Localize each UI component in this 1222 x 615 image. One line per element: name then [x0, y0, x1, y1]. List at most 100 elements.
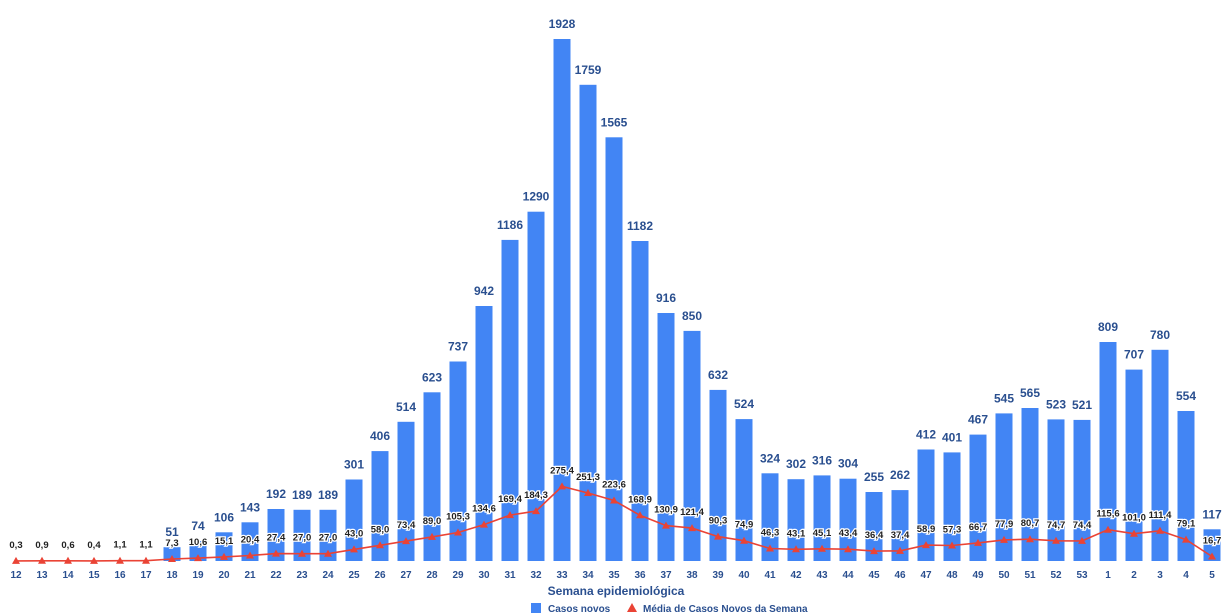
- bar-value-label: 1928: [549, 17, 576, 31]
- average-point: [116, 556, 124, 564]
- average-value-label: 184,3: [524, 490, 548, 501]
- x-tick-label: 1: [1105, 570, 1111, 581]
- x-tick-label: 5: [1209, 570, 1215, 581]
- x-tick-label: 44: [842, 570, 854, 581]
- bar-value-label: 192: [266, 487, 286, 501]
- bar-value-label: 255: [864, 470, 884, 484]
- average-point: [662, 521, 670, 529]
- bar-value-label: 1759: [575, 63, 602, 77]
- legend-label-line: Média de Casos Novos da Semana: [643, 604, 808, 615]
- bar: [813, 475, 831, 561]
- bar: [475, 306, 493, 561]
- average-value-label: 251,3: [576, 472, 600, 483]
- average-point: [584, 489, 592, 496]
- average-point: [194, 554, 202, 562]
- bar-value-label: 189: [318, 488, 338, 502]
- x-tick-label: 37: [660, 570, 672, 581]
- bar: [215, 532, 233, 561]
- average-value-label: 43,1: [787, 528, 806, 539]
- average-point: [142, 556, 150, 564]
- bar: [917, 449, 935, 561]
- average-value-label: 121,4: [680, 507, 704, 518]
- x-tick-label: 52: [1050, 570, 1062, 581]
- bar: [605, 137, 623, 562]
- bar: [761, 473, 779, 561]
- average-value-label: 57,3: [943, 525, 962, 536]
- bar-value-label: 1290: [523, 190, 550, 204]
- bar: [553, 39, 571, 561]
- average-point: [1104, 525, 1112, 533]
- bar: [397, 421, 415, 561]
- bar-value-label: 117: [1202, 507, 1222, 521]
- average-value-label: 45,1: [813, 528, 832, 539]
- average-value-label: 0,4: [87, 540, 101, 551]
- x-tick-label: 3: [1157, 570, 1163, 581]
- average-value-label: 20,4: [241, 535, 260, 546]
- average-point: [922, 541, 930, 549]
- average-value-label: 58,9: [917, 524, 936, 535]
- x-tick-label: 53: [1076, 570, 1088, 581]
- average-point: [740, 536, 748, 544]
- bar-value-label: 545: [994, 391, 1014, 405]
- average-value-label: 0,6: [61, 540, 74, 551]
- bar-value-label: 304: [838, 457, 858, 471]
- average-point: [1182, 535, 1190, 543]
- bar-value-label: 850: [682, 309, 702, 323]
- average-point: [896, 546, 904, 554]
- average-point: [974, 538, 982, 546]
- bar: [891, 490, 909, 561]
- bar: [1151, 349, 1169, 561]
- average-point: [870, 547, 878, 555]
- bar-value-label: 1186: [497, 218, 523, 232]
- average-value-label: 73,4: [397, 520, 416, 531]
- bar-value-label: 467: [968, 413, 988, 427]
- bar: [995, 413, 1013, 561]
- average-value-label: 15,1: [215, 536, 234, 547]
- x-tick-label: 28: [426, 570, 438, 581]
- x-tick-label: 23: [296, 570, 308, 581]
- bar-value-label: 524: [734, 397, 754, 411]
- average-value-label: 66,7: [969, 522, 988, 533]
- average-value-label: 58,0: [371, 524, 390, 535]
- bar-value-label: 780: [1150, 328, 1170, 342]
- x-tick-label: 38: [686, 570, 698, 581]
- bar: [163, 547, 181, 561]
- x-tick-label: 34: [582, 570, 594, 581]
- average-value-label: 77,9: [995, 519, 1014, 530]
- bar-value-label: 324: [760, 451, 780, 465]
- average-point: [38, 556, 46, 564]
- bar-series: [163, 39, 1221, 562]
- x-tick-label: 26: [374, 570, 386, 581]
- bar: [293, 509, 311, 561]
- average-point: [1156, 526, 1164, 534]
- bar-value-label: 737: [448, 340, 468, 354]
- x-tick-label: 49: [972, 570, 984, 581]
- average-point: [168, 555, 176, 562]
- average-point: [558, 482, 566, 490]
- bar-value-label: 401: [942, 430, 962, 444]
- average-point: [1000, 535, 1008, 543]
- average-point: [1208, 552, 1216, 560]
- average-point: [402, 537, 410, 545]
- bar: [969, 434, 987, 561]
- average-point: [948, 541, 956, 549]
- x-tick-label: 19: [192, 570, 204, 581]
- x-tick-label: 18: [166, 570, 178, 581]
- average-point: [12, 556, 20, 564]
- average-value-label: 1,1: [113, 540, 127, 551]
- bar-value-label: 74: [191, 519, 205, 533]
- bar: [241, 522, 259, 561]
- x-tick-label: 27: [400, 570, 412, 581]
- x-tick-label: 46: [894, 570, 906, 581]
- average-value-label: 80,7: [1021, 518, 1040, 529]
- x-tick-label: 30: [478, 570, 490, 581]
- average-value-label: 115,6: [1096, 509, 1119, 520]
- average-value-label: 0,9: [35, 540, 48, 551]
- average-value-label: 0,3: [9, 540, 22, 551]
- bar: [631, 241, 649, 561]
- legend-label-bar: Casos novos: [548, 604, 611, 615]
- average-value-label: 27,0: [293, 533, 312, 544]
- x-tick-label: 32: [530, 570, 542, 581]
- bar-value-label: 523: [1046, 397, 1066, 411]
- average-point: [818, 544, 826, 552]
